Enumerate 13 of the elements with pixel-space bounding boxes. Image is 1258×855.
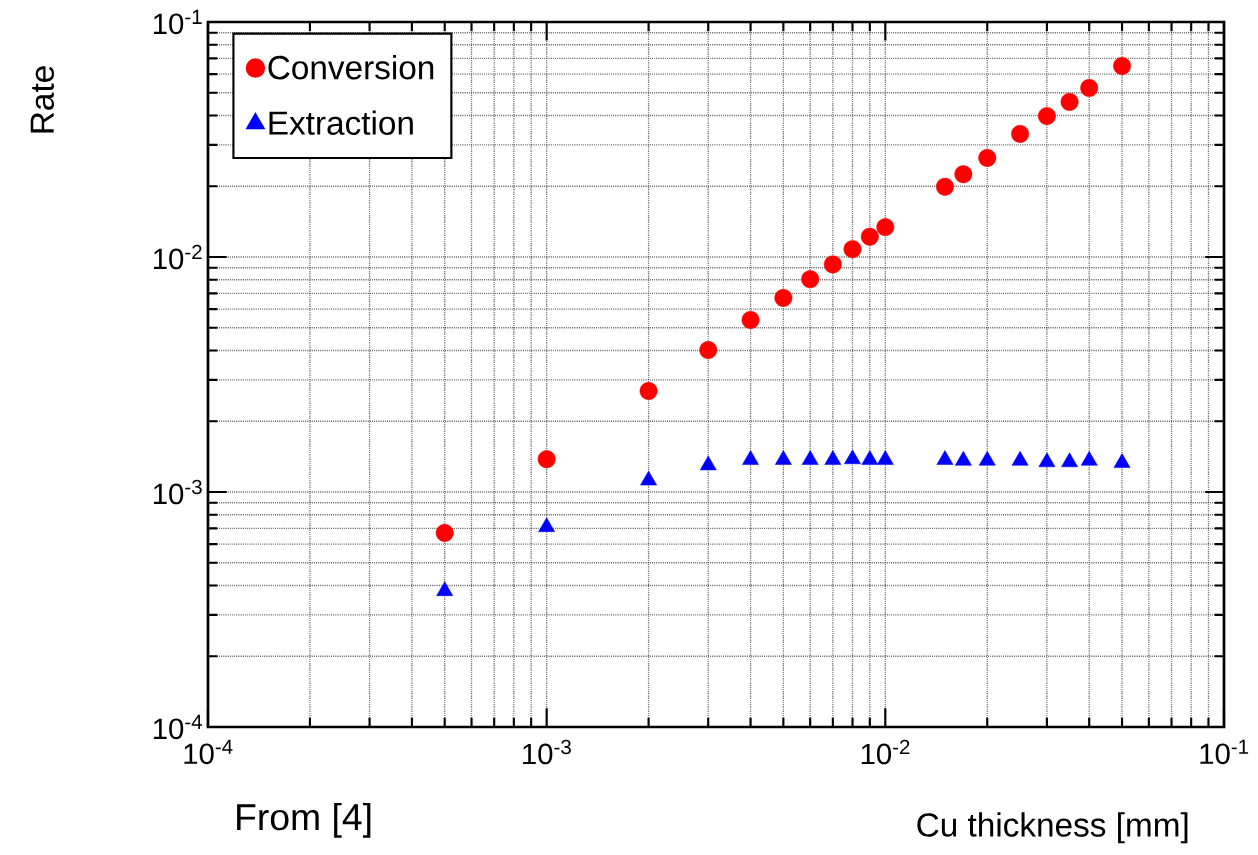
legend-label: Conversion xyxy=(268,54,434,80)
text: From [4] xyxy=(237,802,371,838)
y-tick-label: 10$^{-3}$ xyxy=(153,479,202,505)
y-tick-label: 10$^{-4}$ xyxy=(153,714,202,740)
x-axis-title: Cu thickness [mm] xyxy=(917,812,1188,844)
y-tick-label: 10$^{-1}$ xyxy=(153,9,202,35)
y-axis-title: Rate xyxy=(30,66,55,133)
legend-label: Extraction xyxy=(269,110,413,135)
x-tick-label: 10$^{-3}$ xyxy=(523,739,571,765)
y-tick-label: 10$^{-2}$ xyxy=(153,244,202,270)
x-tick-label: 10$^{-4}$ xyxy=(184,739,233,765)
x-tick-label: 10$^{-1}$ xyxy=(1200,739,1249,765)
x-tick-label: 10$^{-2}$ xyxy=(861,739,910,765)
